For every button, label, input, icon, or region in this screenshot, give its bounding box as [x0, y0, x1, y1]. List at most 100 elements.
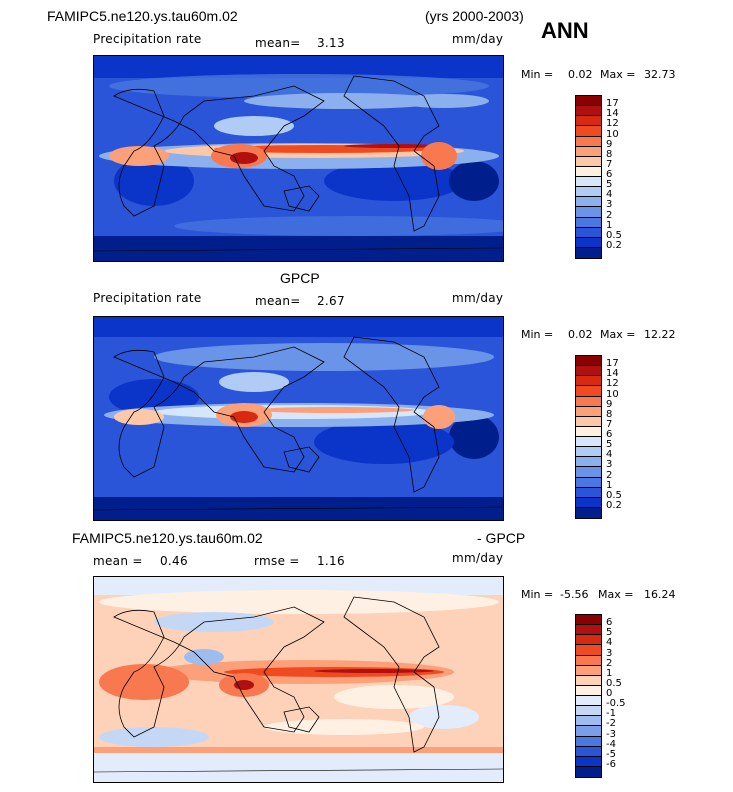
panel1-field-label: Precipitation rate	[93, 32, 202, 46]
panel3-max-value: 16.24	[644, 588, 676, 601]
colorbar-tick-label: -1	[606, 708, 616, 720]
colorbar-swatch	[576, 716, 601, 727]
panel1-min-label: Min =	[521, 68, 554, 81]
colorbar-tick-label: 0	[606, 688, 613, 699]
colorbar-tick-label: 9	[606, 398, 613, 410]
panel3-max-label: Max =	[598, 588, 634, 601]
colorbar-tick-label: 17	[606, 98, 619, 110]
colorbar-swatch	[576, 396, 601, 407]
colorbar-tick-label: -0.5	[606, 698, 626, 710]
colorbar-tick-label: 10	[606, 388, 619, 400]
panel3-mean-value: 0.46	[160, 554, 188, 568]
colorbar-swatch	[576, 437, 601, 448]
colorbar-tick-label: 3	[606, 647, 613, 659]
colorbar-tick-label: 8	[606, 148, 613, 160]
panel3-mean-label: mean =	[93, 554, 143, 568]
colorbar-swatch	[576, 406, 601, 417]
colorbar-swatch	[576, 146, 601, 157]
panel1-colorbar	[575, 95, 602, 259]
colorbar-tick-label: 0.2	[606, 239, 622, 251]
colorbar-swatch	[576, 356, 601, 367]
colorbar-tick-label: 9	[606, 138, 613, 150]
colorbar-swatch	[576, 237, 601, 248]
panel2-colorbar	[575, 355, 602, 519]
panel1-units: mm/day	[452, 32, 504, 46]
colorbar-tick-label: 12	[606, 378, 619, 390]
colorbar-tick-label: 8	[606, 408, 613, 420]
colorbar-tick-label: 5	[606, 439, 613, 451]
panel2-max-label: Max =	[600, 328, 636, 341]
colorbar-tick-label: 4	[606, 449, 613, 461]
colorbar-tick-label: 5	[606, 627, 613, 639]
colorbar-swatch	[576, 156, 601, 167]
colorbar-tick-label: 14	[606, 368, 619, 380]
panel2-units: mm/day	[452, 291, 504, 305]
colorbar-tick-label: 1	[606, 219, 613, 231]
colorbar-tick-label: 7	[606, 158, 613, 170]
colorbar-tick-label: 4	[606, 189, 613, 201]
panel3-heading-left: FAMIPC5.ne120.ys.tau60m.02	[72, 530, 263, 546]
panel3-heading-right: - GPCP	[477, 530, 526, 546]
colorbar-tick-label: -5	[606, 748, 616, 760]
colorbar-tick-label: 10	[606, 128, 619, 140]
colorbar-swatch	[576, 136, 601, 147]
colorbar-swatch	[576, 467, 601, 478]
colorbar-swatch	[576, 447, 601, 458]
colorbar-tick-label: -6	[606, 758, 616, 770]
panel3-min-value: -5.56	[560, 588, 589, 601]
panel2-field-label: Precipitation rate	[93, 291, 202, 305]
colorbar-tick-label: 1	[606, 667, 613, 679]
season-label: ANN	[541, 18, 589, 43]
panel2-map	[93, 316, 504, 521]
colorbar-swatch	[576, 507, 601, 518]
colorbar-swatch	[576, 386, 601, 397]
colorbar-swatch	[576, 96, 601, 107]
colorbar-swatch	[576, 635, 601, 646]
colorbar-tick-label: 6	[606, 429, 613, 440]
case-title: FAMIPC5.ne120.ys.tau60m.02	[47, 8, 238, 24]
colorbar-swatch	[576, 116, 601, 127]
panel2-map-field	[94, 317, 503, 520]
colorbar-swatch	[576, 645, 601, 656]
colorbar-tick-label: 4	[606, 637, 613, 649]
panel3-rmse-value: 1.16	[317, 554, 345, 568]
panel1-map-field	[94, 56, 503, 261]
years-label: (yrs 2000-2003)	[425, 8, 524, 24]
colorbar-swatch	[576, 615, 601, 626]
colorbar-tick-label: 14	[606, 108, 619, 120]
colorbar-swatch	[576, 487, 601, 498]
colorbar-tick-label: 17	[606, 358, 619, 370]
colorbar-swatch	[576, 685, 601, 696]
panel3-map	[93, 576, 504, 783]
panel1-mean-label: mean=	[255, 36, 301, 50]
colorbar-tick-label: 6	[606, 169, 613, 180]
colorbar-swatch	[576, 675, 601, 686]
colorbar-swatch	[576, 665, 601, 676]
colorbar-tick-label: -3	[606, 728, 616, 740]
colorbar-swatch	[576, 756, 601, 767]
panel1-min-value: 0.02	[568, 68, 593, 81]
colorbar-swatch	[576, 187, 601, 198]
panel3-min-label: Min =	[521, 588, 554, 601]
colorbar-tick-label: 2	[606, 209, 613, 221]
colorbar-tick-label: 0.5	[606, 677, 622, 689]
colorbar-swatch	[576, 166, 601, 177]
colorbar-swatch	[576, 726, 601, 737]
panel3-units: mm/day	[452, 551, 504, 565]
colorbar-swatch	[576, 217, 601, 228]
colorbar-swatch	[576, 416, 601, 427]
panel3-colorbar	[575, 614, 602, 778]
panel3-map-field	[94, 577, 503, 782]
colorbar-tick-label: 2	[606, 657, 613, 669]
colorbar-tick-label: 3	[606, 459, 613, 471]
colorbar-swatch	[576, 227, 601, 238]
panel1-max-value: 32.73	[644, 68, 676, 81]
panel2-max-value: 12.22	[644, 328, 676, 341]
colorbar-tick-label: 7	[606, 418, 613, 430]
panel1-max-label: Max =	[600, 68, 636, 81]
colorbar-swatch	[576, 207, 601, 218]
colorbar-swatch	[576, 477, 601, 488]
colorbar-swatch	[576, 746, 601, 757]
colorbar-swatch	[576, 197, 601, 208]
colorbar-swatch	[576, 366, 601, 377]
